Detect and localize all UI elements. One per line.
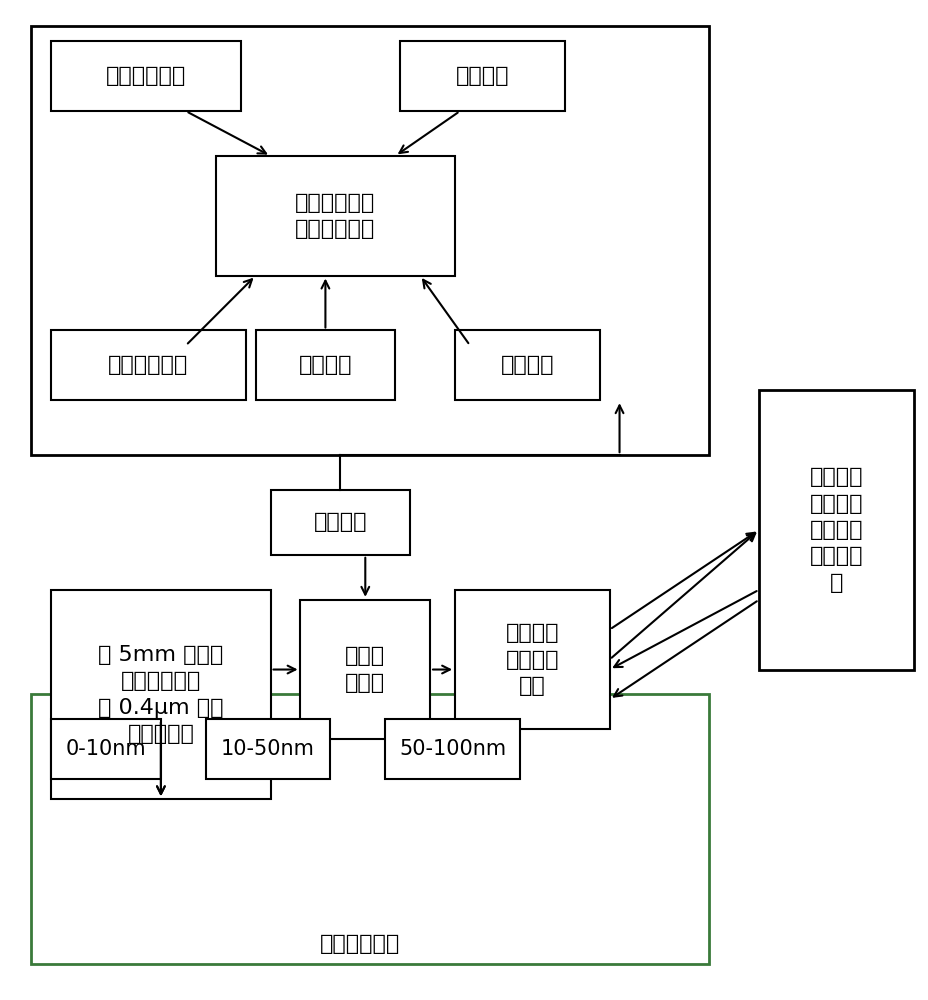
Bar: [758, 390, 912, 670]
Text: 激光扫描速度: 激光扫描速度: [109, 355, 188, 375]
Text: 转变产物
形貌晶型
分析: 转变产物 形貌晶型 分析: [505, 623, 559, 696]
Text: 激光作用点位
置的能量密度: 激光作用点位 置的能量密度: [295, 193, 375, 239]
Bar: [32, 26, 708, 455]
Text: 激光辐
照石墨: 激光辐 照石墨: [345, 646, 385, 693]
Bar: [455, 330, 599, 400]
Text: 激光波长: 激光波长: [456, 66, 509, 86]
Text: 50-100nm: 50-100nm: [398, 739, 506, 759]
Bar: [215, 156, 455, 276]
Bar: [255, 330, 394, 400]
Text: 光斑直径: 光斑直径: [298, 355, 352, 375]
Text: 激光功率: 激光功率: [500, 355, 553, 375]
Bar: [51, 41, 240, 111]
Text: 激光入射角度: 激光入射角度: [106, 66, 186, 86]
Bar: [51, 719, 161, 779]
Bar: [51, 590, 270, 799]
Text: 纳米石墨
颗粒尺寸
和激光工
艺参数优
化: 纳米石墨 颗粒尺寸 和激光工 艺参数优 化: [809, 467, 862, 593]
Bar: [455, 590, 609, 729]
Bar: [300, 600, 430, 739]
Text: 在 5mm 单晶硅
或其他材料预
置 0.4μm 厚的
纳米石墨粉: 在 5mm 单晶硅 或其他材料预 置 0.4μm 厚的 纳米石墨粉: [98, 645, 224, 744]
Bar: [400, 41, 564, 111]
Text: 0-10nm: 0-10nm: [66, 739, 147, 759]
Text: 保护气体: 保护气体: [314, 512, 367, 532]
Bar: [51, 330, 245, 400]
Bar: [385, 719, 520, 779]
Bar: [270, 490, 410, 555]
Text: 10-50nm: 10-50nm: [221, 739, 315, 759]
Bar: [32, 694, 708, 964]
Text: 石墨颗粒尺寸: 石墨颗粒尺寸: [320, 934, 400, 954]
Bar: [206, 719, 330, 779]
